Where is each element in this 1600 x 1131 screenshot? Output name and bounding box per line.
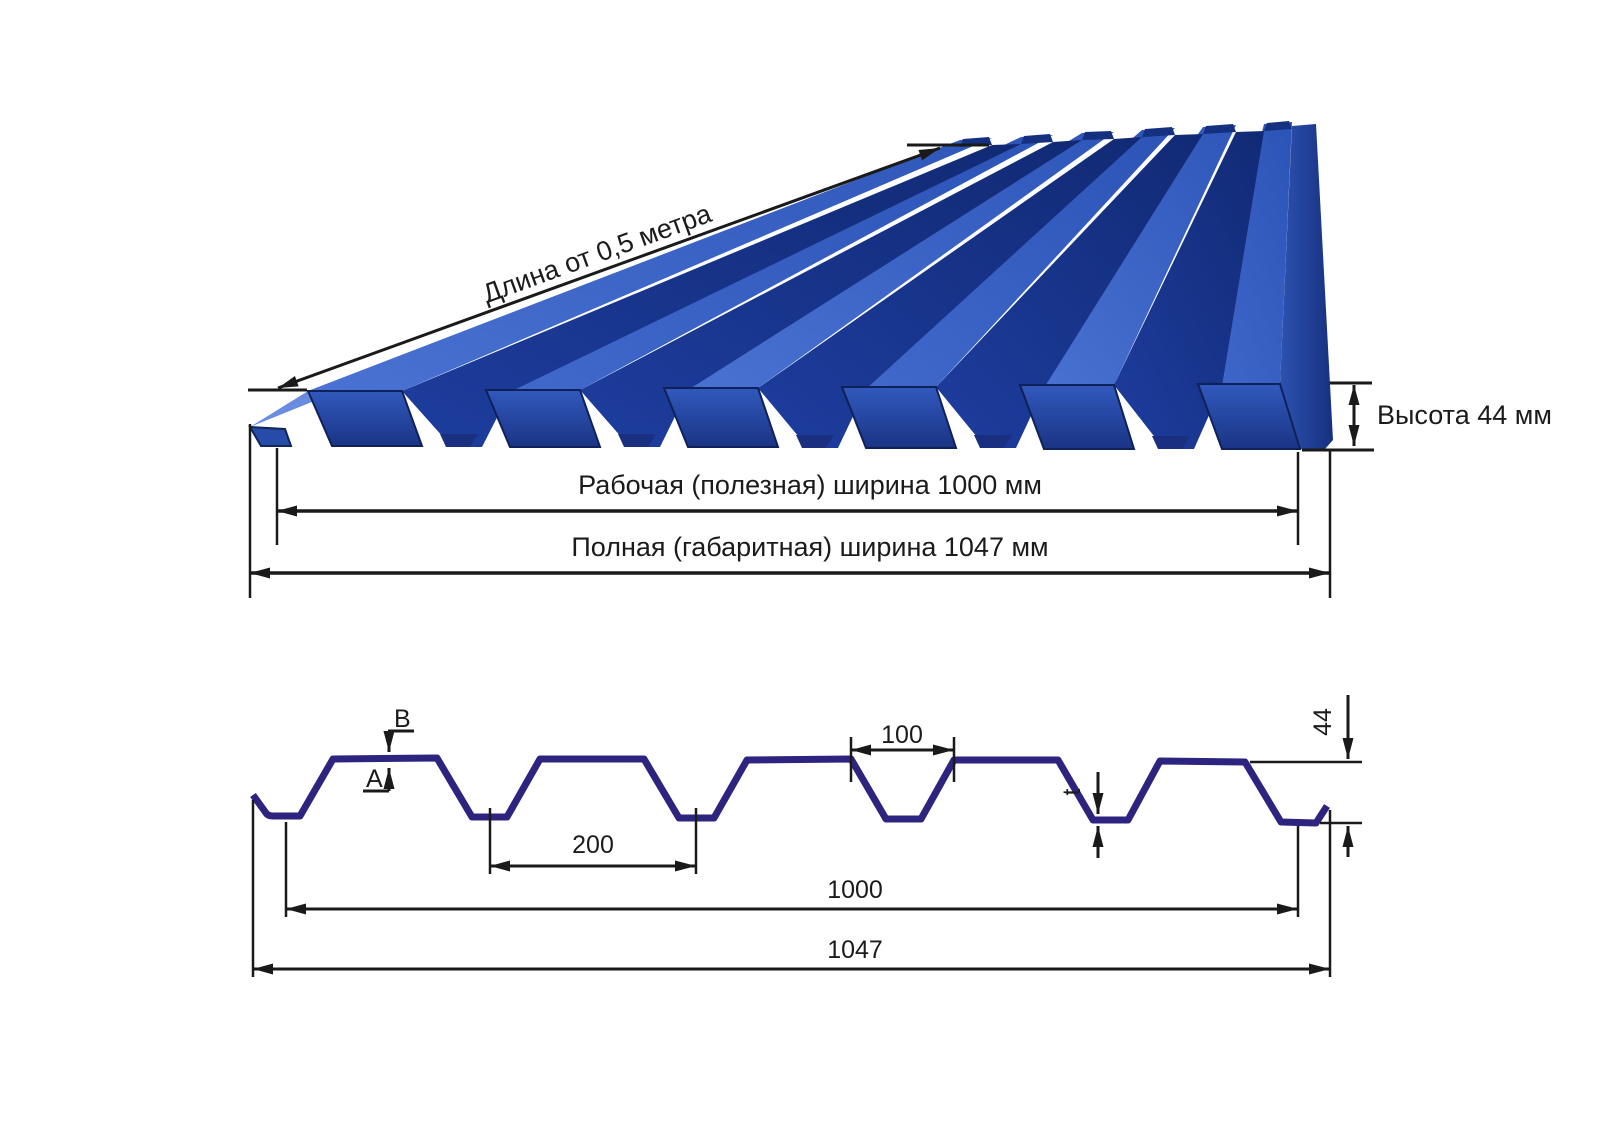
crest-opening-dimension: 100 — [849, 721, 956, 782]
sheet-3d-view: Длина от 0,5 метра Высота 44 мм Рабочая … — [248, 121, 1552, 598]
sheet-front-gaps — [403, 389, 1164, 449]
side-b-marker: B — [383, 705, 414, 752]
rib-pitch-dimension: 200 — [488, 808, 698, 874]
side-a-label: A — [366, 765, 383, 793]
height-dimension-label: Высота 44 мм — [1377, 400, 1552, 430]
profile-height-label: 44 — [1309, 708, 1337, 736]
sheet-valley-front-faces — [440, 434, 1190, 449]
crest-opening-label: 100 — [881, 721, 923, 749]
working-width-label: Рабочая (полезная) ширина 1000 мм — [578, 470, 1042, 500]
sheet-right-wall — [1280, 124, 1333, 450]
profile-working-width-dimension: 1000 — [284, 822, 1300, 917]
profile-overall-width-label: 1047 — [827, 936, 883, 964]
sheet-rib-front-faces — [306, 383, 1302, 450]
overall-width-label: Полная (габаритная) ширина 1047 мм — [571, 532, 1048, 562]
overall-width-dimension: Полная (габаритная) ширина 1047 мм — [248, 424, 1332, 598]
side-b-label: B — [394, 705, 411, 733]
profile-2d-view: B A 100 t 44 — [250, 695, 1362, 977]
thickness-label: t — [1058, 788, 1086, 795]
side-a-marker: A — [363, 765, 395, 793]
rib-pitch-label: 200 — [572, 831, 614, 859]
thickness-dimension: t — [1058, 772, 1104, 858]
profile-working-width-label: 1000 — [827, 876, 883, 904]
sheet-left-tip-face — [248, 425, 293, 447]
profile-overall-width-dimension: 1047 — [251, 800, 1332, 977]
working-width-dimension: Рабочая (полезная) ширина 1000 мм — [275, 448, 1300, 545]
height-dimension: Высота 44 мм — [1302, 385, 1552, 452]
profile-height-dimension: 44 — [1250, 695, 1362, 857]
profile-outline — [250, 754, 1330, 827]
